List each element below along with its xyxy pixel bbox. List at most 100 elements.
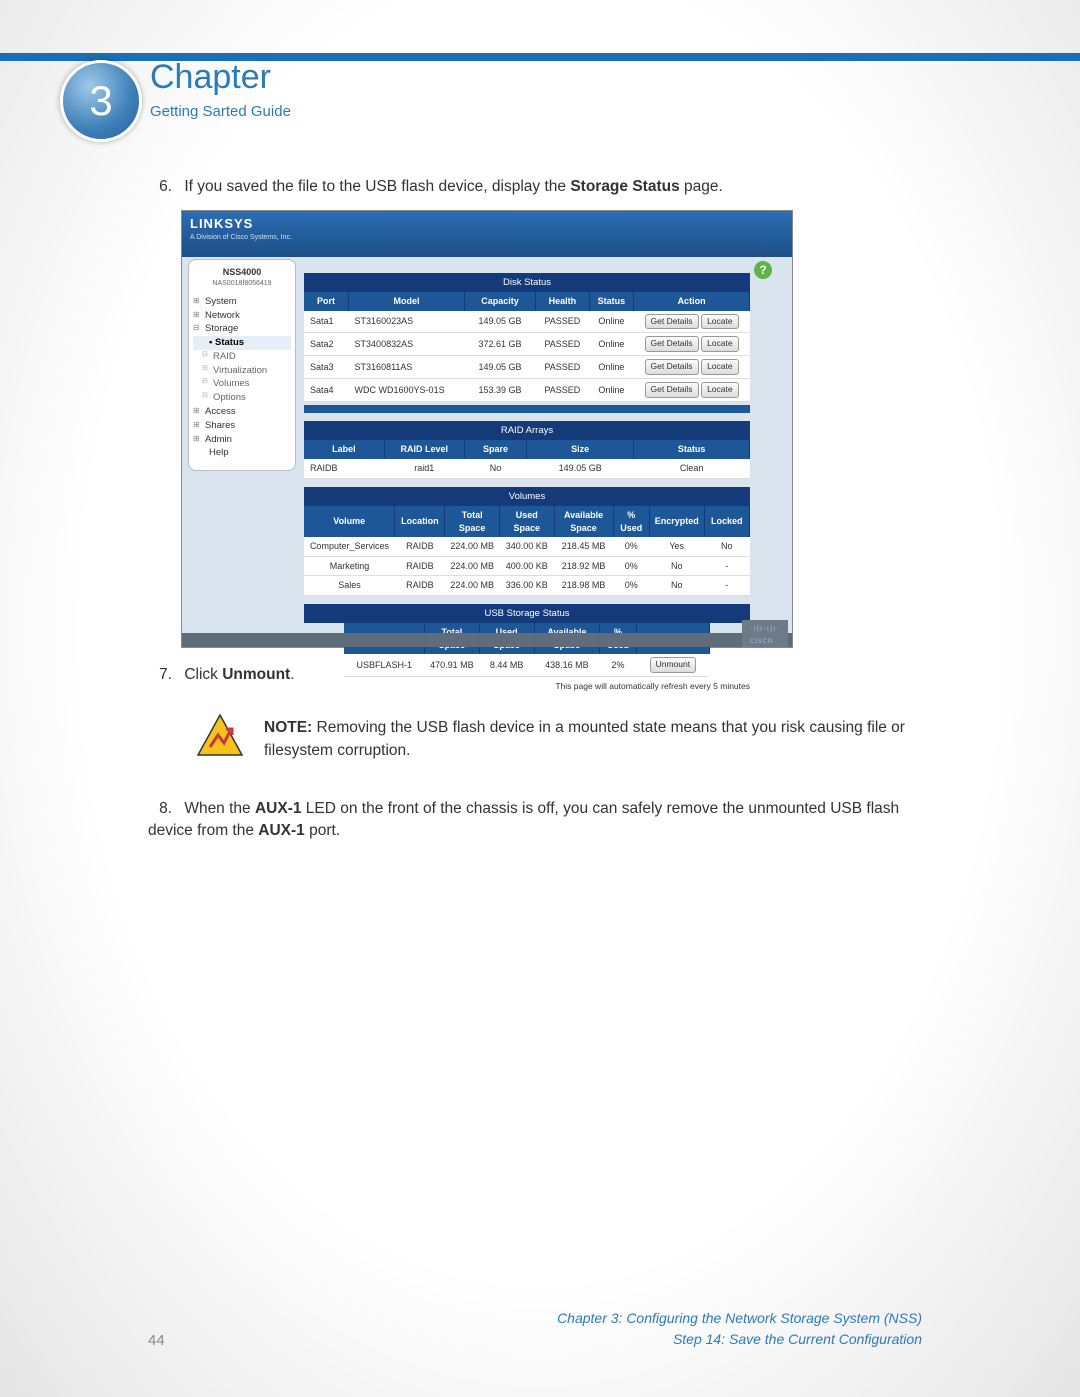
cell: RAIDB [395, 556, 445, 576]
page-number: 44 [148, 1332, 165, 1349]
cell: PASSED [536, 379, 589, 402]
locate-button[interactable]: Locate [701, 336, 739, 352]
note-body: Removing the USB flash device in a mount… [264, 719, 905, 758]
cell: 400.00 KB [499, 556, 554, 576]
cell: Online [589, 311, 634, 333]
nav-admin[interactable]: Admin [193, 433, 291, 447]
volumes-title: Volumes [304, 487, 750, 506]
note-block: NOTE: Removing the USB flash device in a… [196, 713, 918, 762]
step-8-d: AUX-1 [258, 822, 305, 839]
help-icon[interactable]: ? [754, 261, 772, 279]
th-lock: Locked [704, 506, 750, 537]
cell: Sata4 [304, 379, 349, 402]
storage-status-screenshot: LINKSYS A Division of Cisco Systems, Inc… [181, 210, 793, 648]
cell: No [704, 537, 750, 556]
disk-row-1: Sata1ST3160023AS149.05 GBPASSEDOnlineGet… [304, 311, 750, 333]
usb-table: Disk Total Space Used Space Available Sp… [344, 623, 710, 677]
warning-icon [196, 713, 244, 761]
logo-text: LINKSYS [190, 216, 253, 231]
cell: 438.16 MB [534, 654, 600, 676]
cell: Sata3 [304, 356, 349, 379]
th-health: Health [536, 292, 589, 311]
cell: No [649, 576, 704, 596]
th-status: Status [589, 292, 634, 311]
nav-status[interactable]: ▪ Status [193, 336, 291, 350]
cell: 336.00 KB [499, 576, 554, 596]
nav-access[interactable]: Access [193, 405, 291, 419]
locate-button[interactable]: Locate [701, 359, 739, 375]
step-6-number: 6. [148, 176, 172, 198]
nav-system[interactable]: System [193, 295, 291, 309]
step-7-b: Unmount [222, 666, 290, 683]
cell: 0% [613, 576, 649, 596]
unmount-button[interactable]: Unmount [650, 657, 697, 673]
nav-network[interactable]: Network [193, 309, 291, 323]
disk-status-title: Disk Status [304, 273, 750, 292]
sidebar: NSS4000 NAS0018f8056419 System Network S… [188, 259, 296, 471]
cell: 153.39 GB [464, 379, 535, 402]
cell: 149.05 GB [527, 459, 634, 478]
cell: 0% [613, 556, 649, 576]
disk-row-4: Sata4WDC WD1600YS-01S153.39 GBPASSEDOnli… [304, 379, 750, 402]
main-panel: Disk Status Port Model Capacity Health S… [304, 273, 750, 693]
footer-chapter: Chapter 3: Configuring the Network Stora… [557, 1308, 922, 1328]
cell: PASSED [536, 356, 589, 379]
logo-subtext: A Division of Cisco Systems, Inc. [190, 233, 292, 243]
cell: WDC WD1600YS-01S [349, 379, 465, 402]
nav-status-label: Status [215, 337, 244, 348]
nav-storage[interactable]: Storage [193, 322, 291, 336]
locate-button[interactable]: Locate [701, 314, 739, 330]
step-7-a: Click [184, 666, 222, 683]
locate-button[interactable]: Locate [701, 382, 739, 398]
raid-title: RAID Arrays [304, 421, 750, 440]
cell: 224.00 MB [445, 556, 500, 576]
step-6-text-a: If you saved the file to the USB flash d… [184, 178, 570, 195]
th-volume: Volume [304, 506, 395, 537]
step-8: 8. When the AUX-1 LED on the front of th… [148, 798, 918, 841]
nav-shares[interactable]: Shares [193, 419, 291, 433]
cisco-logo: ·ı|ı·ı|ı·cisco [742, 620, 788, 646]
nav-volumes[interactable]: Volumes [193, 377, 291, 391]
cell: 470.91 MB [424, 654, 479, 676]
vol-row-3: SalesRAIDB224.00 MB336.00 KB218.98 MB0%N… [304, 576, 750, 596]
nav-virt[interactable]: Virtualization [193, 364, 291, 378]
note-text: NOTE: Removing the USB flash device in a… [264, 713, 918, 762]
step-6: 6. If you saved the file to the USB flas… [148, 176, 918, 198]
cell: No [464, 459, 526, 478]
device-id: NSS4000 [193, 266, 291, 279]
cisco-text: cisco [750, 636, 773, 645]
th-location: Location [395, 506, 445, 537]
raid-row: RAIDBraid1No149.05 GBClean [304, 459, 750, 478]
nav-help[interactable]: Help [193, 446, 291, 460]
cell: No [649, 556, 704, 576]
cell: RAIDB [395, 576, 445, 596]
cell: - [704, 576, 750, 596]
cell: Online [589, 333, 634, 356]
get-details-button[interactable]: Get Details [645, 336, 699, 352]
th-label: Label [304, 440, 384, 459]
nav-raid[interactable]: RAID [193, 350, 291, 364]
th-pct: % Used [613, 506, 649, 537]
cell: PASSED [536, 333, 589, 356]
usb-title: USB Storage Status [304, 604, 750, 623]
footer-step: Step 14: Save the Current Configuration [557, 1329, 922, 1349]
nav-options[interactable]: Options [193, 391, 291, 405]
th-total: Total Space [445, 506, 500, 537]
chapter-word: Chapter [150, 58, 291, 97]
cell: 0% [613, 537, 649, 556]
cell: USBFLASH-1 [344, 654, 424, 676]
cell: Computer_Services [304, 537, 395, 556]
disk-status-table: Port Model Capacity Health Status Action… [304, 292, 750, 402]
th-size: Size [527, 440, 634, 459]
get-details-button[interactable]: Get Details [645, 382, 699, 398]
th-avail: Available Space [554, 506, 613, 537]
chapter-badge: 3 [60, 60, 142, 142]
cell: Sata1 [304, 311, 349, 333]
cell: Yes [649, 537, 704, 556]
cell: 218.98 MB [554, 576, 613, 596]
get-details-button[interactable]: Get Details [645, 314, 699, 330]
step-8-a: When the [184, 800, 255, 817]
volumes-table: Volume Location Total Space Used Space A… [304, 506, 750, 596]
cell: Online [589, 379, 634, 402]
get-details-button[interactable]: Get Details [645, 359, 699, 375]
